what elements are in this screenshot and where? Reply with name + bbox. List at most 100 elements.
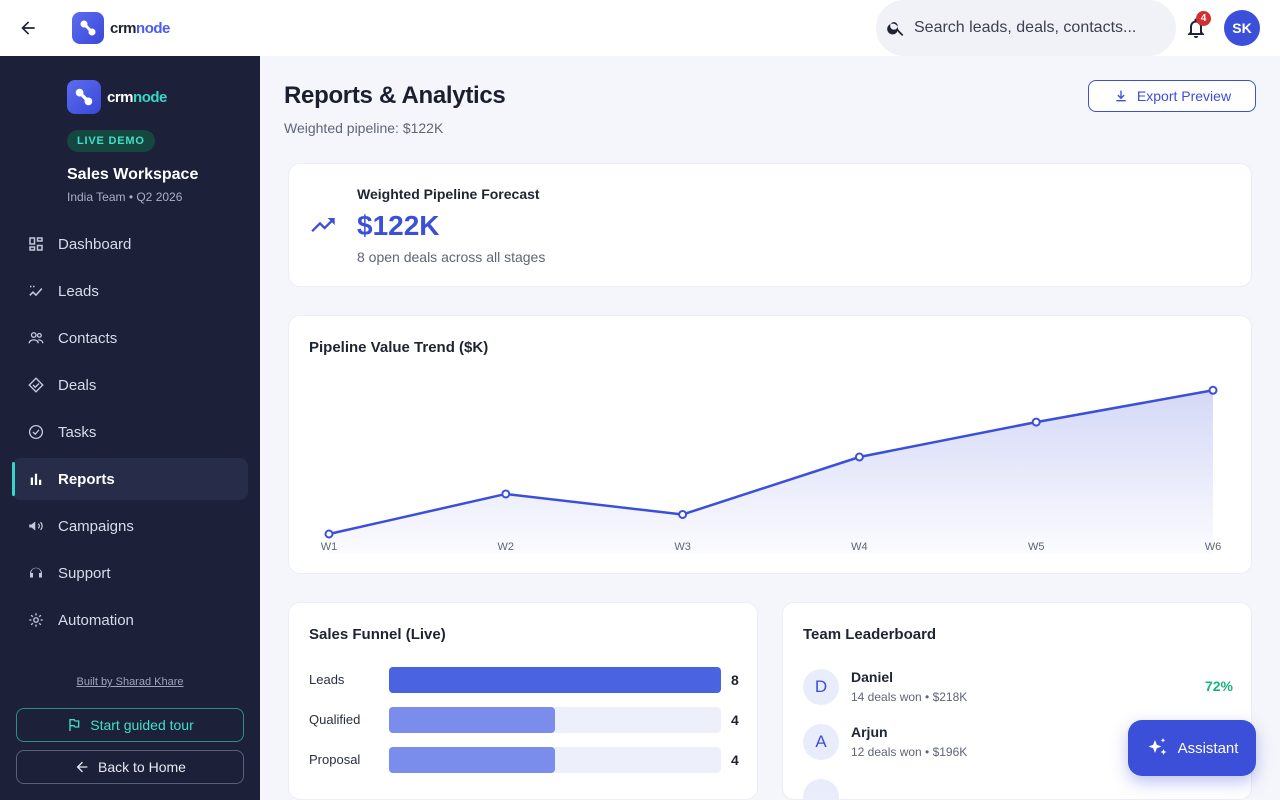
page-subtitle: Weighted pipeline: $122K — [284, 120, 444, 136]
sidebar-item-label: Dashboard — [58, 235, 132, 253]
x-tick-label: W1 — [321, 541, 338, 553]
chart-point[interactable] — [854, 452, 864, 462]
x-tick-label: W6 — [1205, 541, 1222, 553]
funnel-title: Sales Funnel (Live) — [309, 626, 446, 643]
sidebar-item-reports[interactable]: Reports — [12, 458, 248, 500]
funnel-bar-track — [389, 747, 721, 773]
back-arrow-icon[interactable] — [14, 14, 42, 42]
sidebar-item-label: Support — [58, 564, 111, 582]
pipeline-trend-chart: W1 W2 W3 W4 W5 W6 — [321, 385, 1222, 554]
forecast-card: Weighted Pipeline Forecast $122K 8 open … — [288, 163, 1252, 287]
trending-up-icon — [309, 211, 337, 244]
chart-title: Pipeline Value Trend ($K) — [309, 339, 489, 356]
chart-point[interactable] — [1208, 385, 1218, 395]
app-logo[interactable]: crmnode — [72, 12, 170, 44]
forecast-label: Weighted Pipeline Forecast — [357, 186, 540, 202]
chart-point[interactable] — [501, 489, 511, 499]
workspace-title: Sales Workspace — [67, 166, 199, 183]
sidebar: crmnode LIVE DEMO Sales Workspace India … — [0, 56, 260, 800]
workspace-subtitle: India Team • Q2 2026 — [67, 190, 183, 204]
funnel-bar — [389, 667, 721, 693]
contacts-icon — [26, 328, 46, 348]
sidebar-item-label: Deals — [58, 376, 97, 394]
sidebar-item-label: Reports — [58, 470, 115, 488]
tasks-icon — [26, 422, 46, 442]
search-input[interactable] — [914, 19, 1164, 37]
funnel-bar — [389, 747, 555, 773]
search-icon — [887, 22, 904, 36]
sidebar-item-dashboard[interactable]: Dashboard — [12, 223, 248, 265]
win-rate: 72% — [1204, 678, 1233, 694]
funnel-row: Qualified 4 — [309, 707, 749, 733]
top-bar: crmnode 4 SK — [0, 0, 1280, 56]
sidebar-item-label: Automation — [58, 611, 134, 629]
sidebar-logo-text: crmnode — [107, 88, 167, 106]
chart-point[interactable] — [1031, 417, 1041, 427]
sidebar-item-support[interactable]: Support — [12, 552, 248, 594]
leads-icon — [26, 281, 46, 301]
support-icon — [26, 563, 46, 583]
sidebar-item-label: Tasks — [58, 423, 97, 441]
chart-series-line — [328, 389, 1214, 536]
reports-icon — [26, 469, 46, 489]
search-bar[interactable] — [876, 0, 1176, 56]
sidebar-item-automation[interactable]: Automation — [12, 599, 248, 641]
live-demo-badge: LIVE DEMO — [67, 130, 155, 152]
sidebar-item-deals[interactable]: Deals — [12, 364, 248, 406]
sidebar-item-contacts[interactable]: Contacts — [12, 317, 248, 359]
chart-point[interactable] — [678, 509, 688, 519]
leaderboard-row[interactable]: D Daniel 14 deals won • $218K 72% — [803, 669, 1233, 709]
export-preview-button[interactable]: Export Preview — [1088, 80, 1256, 112]
funnel-count: 8 — [731, 672, 739, 688]
flag-icon — [69, 719, 80, 731]
funnel-bar — [389, 707, 555, 733]
sidebar-item-label: Leads — [58, 282, 99, 300]
logo-text: crmnode — [110, 19, 170, 37]
assistant-button[interactable]: Assistant — [1128, 720, 1256, 776]
sidebar-logo[interactable]: crmnode — [67, 80, 167, 114]
member-name: Arjun — [851, 724, 888, 740]
funnel-count: 4 — [731, 712, 739, 728]
tour-label: Start guided tour — [90, 717, 194, 733]
sidebar-nav: Dashboard Leads Contacts Deals Tasks Rep… — [12, 223, 248, 646]
forecast-subtitle: 8 open deals across all stages — [357, 249, 546, 265]
funnel-row: Proposal 4 — [309, 747, 749, 773]
funnel-stage-label: Qualified — [309, 712, 361, 727]
funnel-bar-track — [389, 707, 721, 733]
avatar: D — [803, 669, 839, 705]
funnel-count: 4 — [731, 752, 739, 768]
sidebar-item-tasks[interactable]: Tasks — [12, 411, 248, 453]
logo-mark-icon — [72, 12, 104, 44]
leaderboard-row[interactable] — [803, 779, 1233, 799]
member-name: Daniel — [851, 669, 894, 685]
user-avatar[interactable]: SK — [1224, 10, 1260, 46]
home-label: Back to Home — [98, 759, 186, 775]
page-title: Reports & Analytics — [284, 82, 506, 109]
avatar: A — [803, 724, 839, 760]
back-to-home-button[interactable]: Back to Home — [16, 750, 244, 784]
sales-funnel-card: Sales Funnel (Live) Leads 8 Qualified 4 Prop… — [288, 602, 758, 800]
arrow-left-icon — [76, 761, 88, 773]
logo-mark-icon — [67, 80, 101, 114]
x-tick-label: W3 — [674, 541, 691, 553]
sidebar-item-leads[interactable]: Leads — [12, 270, 248, 312]
sidebar-item-label: Campaigns — [58, 517, 134, 535]
notifications-button[interactable]: 4 — [1184, 11, 1211, 40]
leaderboard-title: Team Leaderboard — [803, 626, 937, 643]
funnel-stage-label: Leads — [309, 672, 345, 687]
assistant-label: Assistant — [1177, 739, 1239, 757]
built-by-link[interactable]: Built by Sharad Khare — [76, 676, 184, 688]
funnel-stage-label: Proposal — [309, 752, 361, 767]
notification-count-badge: 4 — [1196, 11, 1211, 26]
sidebar-item-label: Contacts — [58, 329, 118, 347]
leaderboard-row[interactable]: A Arjun 12 deals won • $196K — [803, 724, 1233, 764]
deals-icon — [26, 375, 46, 395]
member-stats: 12 deals won • $196K — [851, 745, 968, 759]
start-guided-tour-button[interactable]: Start guided tour — [16, 708, 244, 742]
x-tick-label: W4 — [851, 541, 868, 553]
forecast-value: $122K — [357, 210, 440, 241]
funnel-bar-track — [389, 667, 721, 693]
sidebar-item-campaigns[interactable]: Campaigns — [12, 505, 248, 547]
chart-point[interactable] — [324, 529, 334, 539]
x-tick-label: W2 — [498, 541, 515, 553]
